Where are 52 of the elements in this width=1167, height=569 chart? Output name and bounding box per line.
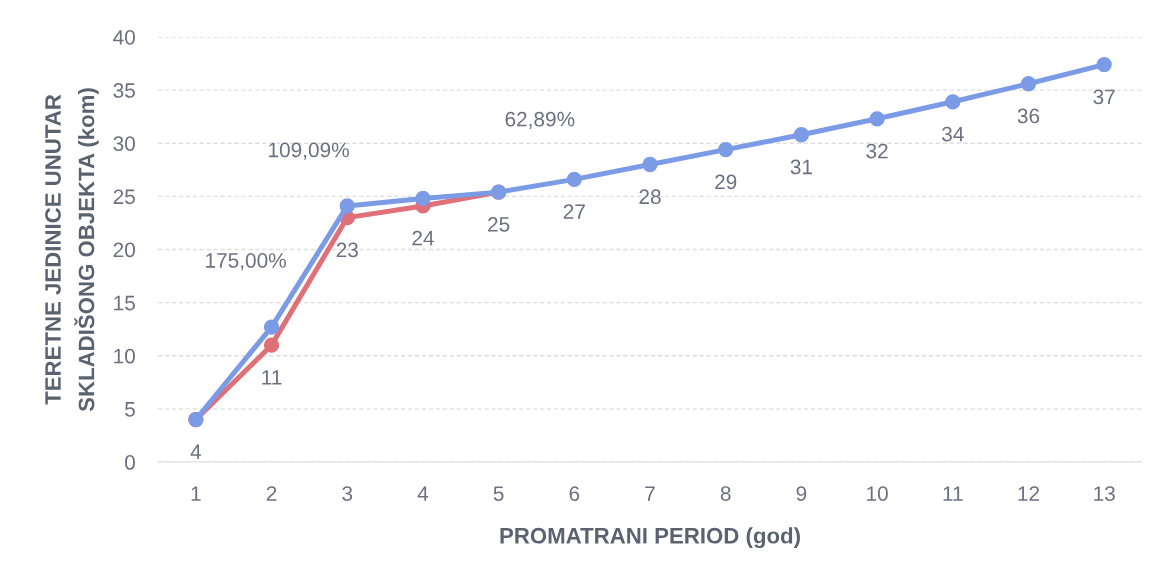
- point: [415, 190, 431, 207]
- point: [1020, 76, 1037, 92]
- x-tick-label: 11: [943, 486, 963, 501]
- point: [339, 198, 355, 214]
- x-tick-label: 12: [1018, 486, 1040, 501]
- data-label: 25: [488, 216, 510, 232]
- data-label: 27: [563, 204, 585, 219]
- data-label: 28: [639, 189, 661, 205]
- point: [793, 127, 810, 143]
- data-label: 29: [715, 174, 737, 190]
- data-label: 34: [942, 126, 964, 142]
- y-tick-label: 20: [113, 242, 135, 258]
- y-tick-label: 10: [114, 348, 135, 364]
- data-label: 32: [866, 143, 888, 159]
- x-tick-label: 10: [867, 486, 888, 501]
- x-tick-label: 6: [569, 486, 580, 501]
- x-tick-label: 2: [266, 486, 277, 501]
- x-tick-label: 1: [191, 486, 201, 501]
- y-tick-label: 35: [113, 83, 135, 98]
- y-axis-title: TERETNE JEDINICE UNUTAR SKLADIŠONG OBJEKTA (kom): [45, 88, 99, 412]
- data-label: 4: [190, 444, 202, 459]
- y-tick-label: 25: [113, 189, 135, 205]
- data-label: 11: [262, 370, 282, 385]
- annotation: 109,09%: [269, 142, 349, 160]
- x-tick-label: 3: [342, 486, 353, 501]
- point: [263, 337, 280, 353]
- point: [642, 156, 658, 173]
- point: [263, 319, 280, 335]
- x-axis-title: PROMATRANI PERIOD (god): [500, 527, 800, 549]
- x-tick-label: 9: [796, 486, 807, 501]
- data-label: 36: [1017, 108, 1040, 124]
- data-label: 23: [336, 242, 358, 258]
- point: [1096, 56, 1112, 73]
- data-label: 24: [412, 230, 434, 246]
- data-label: 31: [790, 159, 812, 175]
- y-tick-label: 15: [114, 295, 135, 311]
- x-tick-label: 7: [645, 486, 655, 501]
- data-label: 37: [1093, 89, 1115, 105]
- x-tick-label: 13: [1094, 486, 1115, 501]
- point: [869, 111, 885, 127]
- y-tick-label: 30: [113, 136, 135, 151]
- point: [945, 94, 961, 110]
- annotation: 175,00%: [206, 253, 286, 271]
- point: [566, 171, 582, 188]
- y-tick-label: 0: [125, 455, 135, 470]
- x-tick-label: 4: [417, 486, 429, 501]
- y-tick-label: 40: [113, 29, 135, 45]
- annotation: 62,89%: [505, 111, 575, 129]
- x-tick-label: 8: [720, 486, 731, 501]
- point: [718, 141, 734, 158]
- y-tick-label: 5: [125, 402, 135, 417]
- x-tick-label: 5: [493, 486, 504, 501]
